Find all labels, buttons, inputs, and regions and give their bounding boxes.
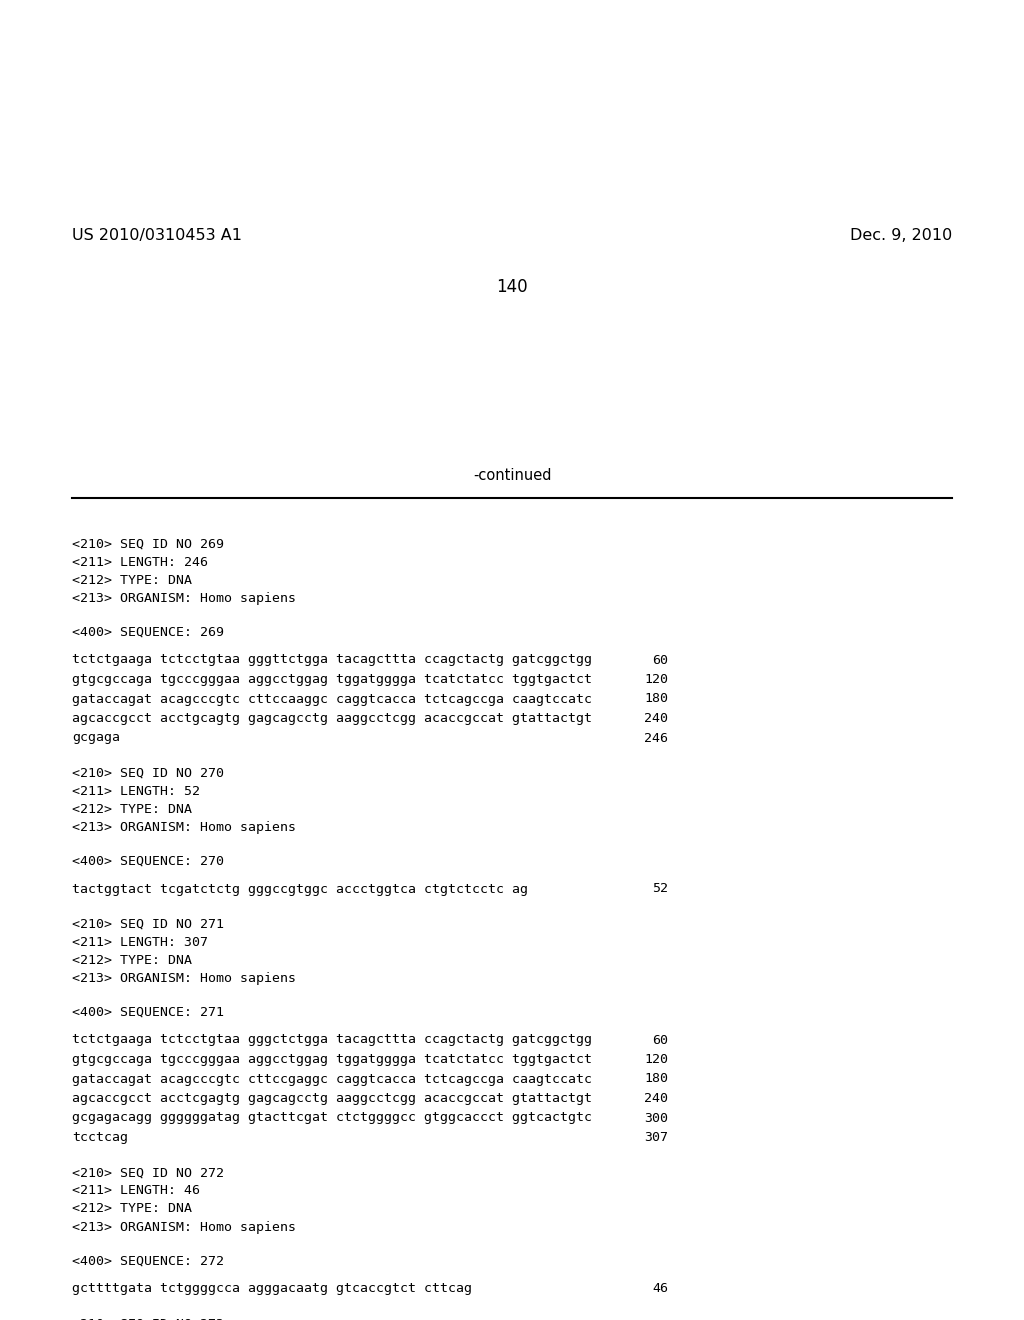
Text: <400> SEQUENCE: 271: <400> SEQUENCE: 271 bbox=[72, 1006, 224, 1019]
Text: US 2010/0310453 A1: US 2010/0310453 A1 bbox=[72, 228, 242, 243]
Text: <400> SEQUENCE: 272: <400> SEQUENCE: 272 bbox=[72, 1254, 224, 1267]
Text: 60: 60 bbox=[652, 653, 668, 667]
Text: -continued: -continued bbox=[473, 469, 551, 483]
Text: <213> ORGANISM: Homo sapiens: <213> ORGANISM: Homo sapiens bbox=[72, 821, 296, 834]
Text: <210> SEQ ID NO 273: <210> SEQ ID NO 273 bbox=[72, 1317, 224, 1320]
Text: <212> TYPE: DNA: <212> TYPE: DNA bbox=[72, 1203, 193, 1216]
Text: <213> ORGANISM: Homo sapiens: <213> ORGANISM: Homo sapiens bbox=[72, 1221, 296, 1233]
Text: 52: 52 bbox=[652, 883, 668, 895]
Text: 120: 120 bbox=[644, 673, 668, 686]
Text: <210> SEQ ID NO 269: <210> SEQ ID NO 269 bbox=[72, 539, 224, 550]
Text: <210> SEQ ID NO 271: <210> SEQ ID NO 271 bbox=[72, 917, 224, 931]
Text: <210> SEQ ID NO 270: <210> SEQ ID NO 270 bbox=[72, 767, 224, 780]
Text: tctctgaaga tctcctgtaa gggttctgga tacagcttta ccagctactg gatcggctgg: tctctgaaga tctcctgtaa gggttctgga tacagct… bbox=[72, 653, 592, 667]
Text: agcaccgcct acctgcagtg gagcagcctg aaggcctcgg acaccgccat gtattactgt: agcaccgcct acctgcagtg gagcagcctg aaggcct… bbox=[72, 711, 592, 725]
Text: agcaccgcct acctcgagtg gagcagcctg aaggcctcgg acaccgccat gtattactgt: agcaccgcct acctcgagtg gagcagcctg aaggcct… bbox=[72, 1092, 592, 1105]
Text: <400> SEQUENCE: 269: <400> SEQUENCE: 269 bbox=[72, 626, 224, 639]
Text: Dec. 9, 2010: Dec. 9, 2010 bbox=[850, 228, 952, 243]
Text: tctctgaaga tctcctgtaa gggctctgga tacagcttta ccagctactg gatcggctgg: tctctgaaga tctcctgtaa gggctctgga tacagct… bbox=[72, 1034, 592, 1047]
Text: <212> TYPE: DNA: <212> TYPE: DNA bbox=[72, 954, 193, 968]
Text: 120: 120 bbox=[644, 1053, 668, 1067]
Text: <211> LENGTH: 52: <211> LENGTH: 52 bbox=[72, 785, 200, 799]
Text: 240: 240 bbox=[644, 711, 668, 725]
Text: 307: 307 bbox=[644, 1131, 668, 1144]
Text: gataccagat acagcccgtc cttccgaggc caggtcacca tctcagccga caagtccatc: gataccagat acagcccgtc cttccgaggc caggtca… bbox=[72, 1072, 592, 1085]
Text: 246: 246 bbox=[644, 731, 668, 744]
Text: gataccagat acagcccgtc cttccaaggc caggtcacca tctcagccga caagtccatc: gataccagat acagcccgtc cttccaaggc caggtca… bbox=[72, 693, 592, 705]
Text: gcttttgata tctggggcca agggacaatg gtcaccgtct cttcag: gcttttgata tctggggcca agggacaatg gtcaccg… bbox=[72, 1282, 472, 1295]
Text: <210> SEQ ID NO 272: <210> SEQ ID NO 272 bbox=[72, 1167, 224, 1180]
Text: 180: 180 bbox=[644, 693, 668, 705]
Text: <400> SEQUENCE: 270: <400> SEQUENCE: 270 bbox=[72, 855, 224, 869]
Text: gtgcgccaga tgcccgggaa aggcctggag tggatgggga tcatctatcc tggtgactct: gtgcgccaga tgcccgggaa aggcctggag tggatgg… bbox=[72, 673, 592, 686]
Text: <211> LENGTH: 246: <211> LENGTH: 246 bbox=[72, 556, 208, 569]
Text: <212> TYPE: DNA: <212> TYPE: DNA bbox=[72, 803, 193, 816]
Text: <213> ORGANISM: Homo sapiens: <213> ORGANISM: Homo sapiens bbox=[72, 972, 296, 985]
Text: gtgcgccaga tgcccgggaa aggcctggag tggatgggga tcatctatcc tggtgactct: gtgcgccaga tgcccgggaa aggcctggag tggatgg… bbox=[72, 1053, 592, 1067]
Text: <213> ORGANISM: Homo sapiens: <213> ORGANISM: Homo sapiens bbox=[72, 591, 296, 605]
Text: tactggtact tcgatctctg gggccgtggc accctggtca ctgtctcctc ag: tactggtact tcgatctctg gggccgtggc accctgg… bbox=[72, 883, 528, 895]
Text: <211> LENGTH: 46: <211> LENGTH: 46 bbox=[72, 1184, 200, 1197]
Text: <212> TYPE: DNA: <212> TYPE: DNA bbox=[72, 574, 193, 587]
Text: 60: 60 bbox=[652, 1034, 668, 1047]
Text: 300: 300 bbox=[644, 1111, 668, 1125]
Text: 46: 46 bbox=[652, 1282, 668, 1295]
Text: gcgagacagg ggggggatag gtacttcgat ctctggggcc gtggcaccct ggtcactgtc: gcgagacagg ggggggatag gtacttcgat ctctggg… bbox=[72, 1111, 592, 1125]
Text: <211> LENGTH: 307: <211> LENGTH: 307 bbox=[72, 936, 208, 949]
Text: 140: 140 bbox=[497, 279, 527, 296]
Text: tcctcag: tcctcag bbox=[72, 1131, 128, 1144]
Text: 240: 240 bbox=[644, 1092, 668, 1105]
Text: 180: 180 bbox=[644, 1072, 668, 1085]
Text: gcgaga: gcgaga bbox=[72, 731, 120, 744]
